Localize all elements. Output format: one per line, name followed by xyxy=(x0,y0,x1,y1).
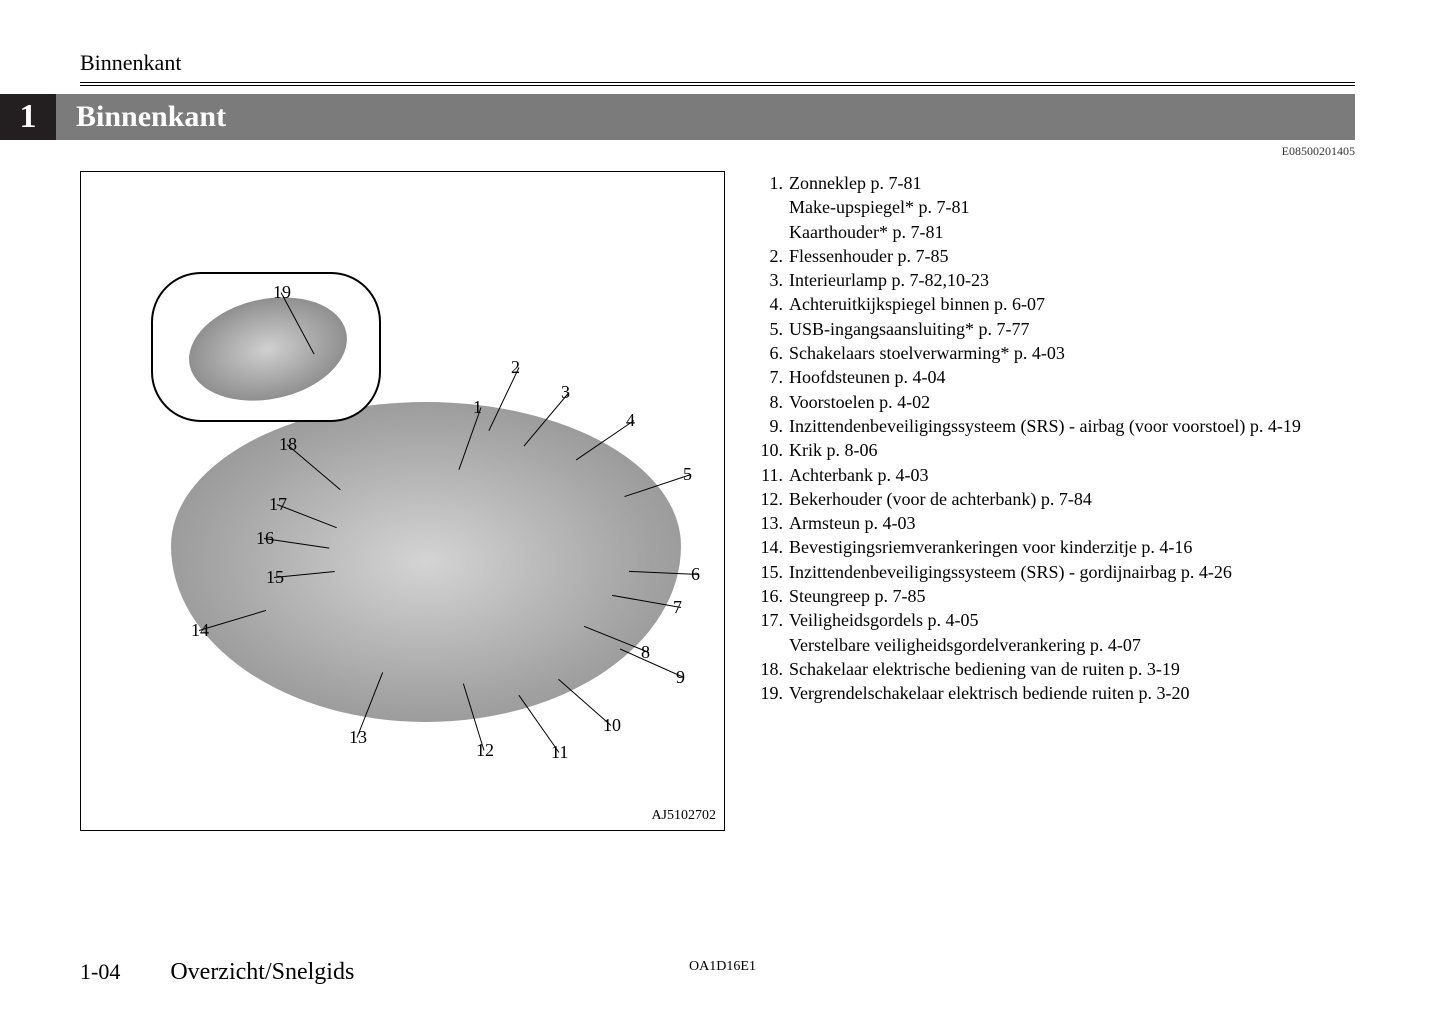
legend-item-number: 10. xyxy=(753,438,783,462)
content-row: 19181234567891011121314151617 AJ5102702 … xyxy=(80,171,1355,831)
legend-item-text: Schakelaars stoelverwarming* p. 4-03 xyxy=(789,341,1355,365)
running-head: Binnenkant xyxy=(80,50,1365,76)
legend-item-text: Inzittendenbeveiligingssysteem (SRS) - g… xyxy=(789,560,1355,584)
figure-box: 19181234567891011121314151617 AJ5102702 xyxy=(80,171,725,831)
legend-item-number: 7. xyxy=(753,365,783,389)
footer-section-title: Overzicht/Snelgids xyxy=(170,959,354,986)
legend-item: 10.Krik p. 8-06 xyxy=(753,438,1355,462)
detail-inset-frame xyxy=(151,272,381,422)
chapter-number-box: 1 xyxy=(0,94,56,140)
legend-item: 8.Voorstoelen p. 4-02 xyxy=(753,390,1355,414)
legend-item-number: 12. xyxy=(753,487,783,511)
callout-leader xyxy=(558,679,611,726)
legend-item-text: Zonneklep p. 7-81Make-upspiegel* p. 7-81… xyxy=(789,171,1355,244)
callout-number: 10 xyxy=(603,715,621,736)
legend-item-number: 16. xyxy=(753,584,783,608)
legend-item-text: Bevestigingsriemverankeringen voor kinde… xyxy=(789,535,1355,559)
legend-item: 6.Schakelaars stoelverwarming* p. 4-03 xyxy=(753,341,1355,365)
page-number: 1-04 xyxy=(80,959,120,985)
legend-item-text: USB-ingangsaansluiting* p. 7-77 xyxy=(789,317,1355,341)
legend-item-text: Achteruitkijkspiegel binnen p. 6-07 xyxy=(789,292,1355,316)
section-header-row: 1 Binnenkant xyxy=(0,94,1365,140)
legend-list: 1.Zonneklep p. 7-81Make-upspiegel* p. 7-… xyxy=(753,171,1355,831)
legend-item-number: 3. xyxy=(753,268,783,292)
document-code: E08500201405 xyxy=(0,144,1355,159)
footer-code: OA1D16E1 xyxy=(689,959,756,975)
legend-item-number: 19. xyxy=(753,681,783,705)
legend-item: 3.Interieurlamp p. 7-82,10-23 xyxy=(753,268,1355,292)
legend-item: 18.Schakelaar elektrische bediening van … xyxy=(753,657,1355,681)
legend-item-text: Flessenhouder p. 7-85 xyxy=(789,244,1355,268)
legend-item: 16.Steungreep p. 7-85 xyxy=(753,584,1355,608)
legend-item: 1.Zonneklep p. 7-81Make-upspiegel* p. 7-… xyxy=(753,171,1355,244)
legend-item: 2.Flessenhouder p. 7-85 xyxy=(753,244,1355,268)
figure-code: AJ5102702 xyxy=(651,808,716,824)
legend-item-text: Achterbank p. 4-03 xyxy=(789,463,1355,487)
legend-item-number: 1. xyxy=(753,171,783,244)
page-footer: 1-04 Overzicht/Snelgids OA1D16E1 xyxy=(80,959,1365,986)
legend-item: 19.Vergrendelschakelaar elektrisch bedie… xyxy=(753,681,1355,705)
legend-item-number: 4. xyxy=(753,292,783,316)
legend-item-text: Veiligheidsgordels p. 4-05Verstelbare ve… xyxy=(789,608,1355,657)
legend-item: 17.Veiligheidsgordels p. 4-05Verstelbare… xyxy=(753,608,1355,657)
legend-item: 7.Hoofdsteunen p. 4-04 xyxy=(753,365,1355,389)
legend-item: 13.Armsteun p. 4-03 xyxy=(753,511,1355,535)
callout-number: 12 xyxy=(476,740,494,761)
legend-item-text: Interieurlamp p. 7-82,10-23 xyxy=(789,268,1355,292)
legend-item-text: Armsteun p. 4-03 xyxy=(789,511,1355,535)
manual-page: Binnenkant 1 Binnenkant E08500201405 191… xyxy=(0,0,1445,1026)
rule-thick xyxy=(80,85,1355,86)
legend-item-text: Inzittendenbeveiligingssysteem (SRS) - a… xyxy=(789,414,1355,438)
legend-item-number: 11. xyxy=(753,463,783,487)
legend-item-number: 8. xyxy=(753,390,783,414)
legend-item-number: 15. xyxy=(753,560,783,584)
legend-item: 11.Achterbank p. 4-03 xyxy=(753,463,1355,487)
legend-item-number: 9. xyxy=(753,414,783,438)
legend-item-text: Schakelaar elektrische bediening van de … xyxy=(789,657,1355,681)
legend-item-number: 5. xyxy=(753,317,783,341)
car-interior-illustration xyxy=(171,402,681,722)
legend-item-number: 18. xyxy=(753,657,783,681)
legend-item: 5.USB-ingangsaansluiting* p. 7-77 xyxy=(753,317,1355,341)
legend-item: 14.Bevestigingsriemverankeringen voor ki… xyxy=(753,535,1355,559)
legend-item-text: Vergrendelschakelaar elektrisch bediende… xyxy=(789,681,1355,705)
legend-item: 4.Achteruitkijkspiegel binnen p. 6-07 xyxy=(753,292,1355,316)
legend-item-text: Voorstoelen p. 4-02 xyxy=(789,390,1355,414)
callout-leader xyxy=(620,649,684,678)
legend-item-number: 17. xyxy=(753,608,783,657)
detail-inset-image xyxy=(179,283,356,414)
legend-item: 9.Inzittendenbeveiligingssysteem (SRS) -… xyxy=(753,414,1355,438)
section-title-bar: Binnenkant xyxy=(56,94,1355,140)
legend-item-text: Bekerhouder (voor de achterbank) p. 7-84 xyxy=(789,487,1355,511)
legend-item-text: Steungreep p. 7-85 xyxy=(789,584,1355,608)
rule-thin xyxy=(80,82,1355,83)
legend-item-number: 14. xyxy=(753,535,783,559)
legend-item-text: Krik p. 8-06 xyxy=(789,438,1355,462)
legend-item-number: 13. xyxy=(753,511,783,535)
legend-item-number: 2. xyxy=(753,244,783,268)
legend-item-number: 6. xyxy=(753,341,783,365)
legend-item: 12.Bekerhouder (voor de achterbank) p. 7… xyxy=(753,487,1355,511)
legend-item: 15.Inzittendenbeveiligingssysteem (SRS) … xyxy=(753,560,1355,584)
legend-item-text: Hoofdsteunen p. 4-04 xyxy=(789,365,1355,389)
